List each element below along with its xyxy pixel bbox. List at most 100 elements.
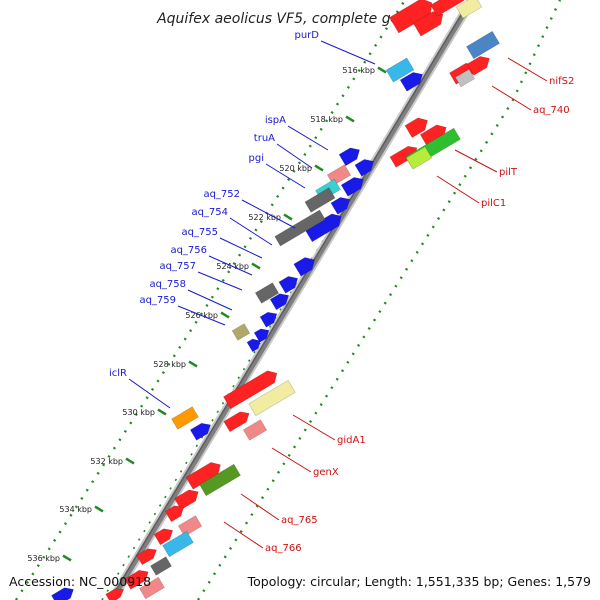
gene-label-ispA: ispA	[265, 115, 286, 126]
gene-feature	[338, 147, 360, 167]
label-connector	[292, 414, 336, 441]
label-connector	[265, 163, 306, 189]
tick-label: 518 kbp	[310, 115, 343, 124]
gene-feature	[340, 177, 364, 197]
gene-feature	[231, 323, 251, 341]
gene-label-aq_759: aq_759	[139, 295, 176, 306]
label-connector	[240, 493, 280, 521]
gene-label-aq_765: aq_765	[281, 515, 318, 526]
gene-label-pilT: pilT	[499, 167, 518, 178]
label-connector	[507, 57, 548, 82]
accession-label: Accession: NC_000918	[9, 574, 152, 589]
label-connector	[287, 125, 329, 151]
gene-feature	[430, 0, 466, 17]
gene-label-aq_766: aq_766	[265, 543, 302, 554]
gene-label-aq_754: aq_754	[191, 207, 228, 218]
gene-label-aq_756: aq_756	[170, 245, 207, 256]
gene-feature	[399, 72, 423, 92]
gene-labels: purDispAtruApgiaq_752aq_754aq_755aq_756a…	[109, 30, 574, 554]
label-connector	[197, 271, 243, 291]
gene-feature	[330, 197, 351, 215]
gene-label-aq_757: aq_757	[159, 261, 196, 272]
major-tick	[94, 505, 104, 513]
gene-feature	[153, 528, 174, 546]
label-connector	[454, 149, 498, 173]
tick-label: 522 kbp	[248, 213, 281, 222]
major-tick	[62, 554, 72, 562]
genome-summary: Topology: circular; Length: 1,551,335 bp…	[247, 574, 591, 589]
gene-feature	[278, 276, 299, 294]
label-connector	[208, 255, 253, 276]
gene-feature	[189, 422, 211, 441]
gene-label-aq_740: aq_740	[533, 105, 570, 116]
gene-label-gidA1: gidA1	[337, 435, 366, 446]
gene-feature	[254, 282, 280, 304]
gene-label-genX: genX	[313, 467, 339, 478]
label-connector	[219, 237, 263, 259]
gene-label-truA: truA	[254, 133, 275, 144]
gene-feature	[293, 257, 315, 277]
gene-feature	[274, 209, 326, 247]
gene-feature	[454, 68, 476, 88]
gene-label-aq_755: aq_755	[181, 227, 218, 238]
label-connector	[491, 85, 532, 111]
tick-label: 530 kbp	[122, 408, 155, 417]
label-connector	[320, 40, 376, 65]
label-connector	[177, 305, 226, 326]
tick-ring-2	[196, 0, 562, 600]
gene-features	[51, 0, 500, 600]
major-tick	[283, 213, 293, 221]
gene-feature	[405, 146, 433, 170]
gene-label-iclR: iclR	[109, 368, 127, 379]
major-tick	[157, 408, 167, 416]
label-connector	[223, 521, 264, 549]
gene-label-aq_752: aq_752	[203, 189, 240, 200]
gene-label-aq_758: aq_758	[149, 279, 186, 290]
gene-feature	[389, 0, 433, 34]
label-connector	[241, 199, 296, 229]
gene-feature	[304, 187, 336, 213]
label-connector	[128, 378, 171, 409]
major-tick	[188, 360, 198, 368]
gene-feature	[466, 56, 490, 76]
gene-feature	[171, 406, 199, 430]
major-tick	[345, 115, 355, 123]
gene-feature	[269, 293, 290, 311]
gene-feature	[150, 556, 172, 576]
gene-feature	[124, 569, 149, 590]
tick-label: 520 kbp	[279, 164, 312, 173]
gene-feature	[162, 530, 194, 558]
gene-feature	[51, 587, 74, 600]
gene-feature	[246, 338, 261, 353]
label-connector	[271, 447, 312, 473]
gene-feature	[199, 463, 241, 497]
gene-feature	[223, 411, 250, 433]
tick-label: 516 kbp	[342, 66, 375, 75]
gene-feature	[223, 370, 278, 410]
label-connector	[229, 217, 273, 246]
gene-feature	[354, 159, 375, 177]
gene-label-nifS2: nifS2	[549, 76, 574, 87]
gene-feature	[412, 11, 444, 37]
gene-feature	[385, 57, 415, 83]
gene-feature	[164, 505, 185, 523]
genome-backbone	[108, 0, 476, 600]
gene-feature	[455, 0, 483, 19]
gene-feature	[177, 515, 203, 537]
gene-feature	[242, 419, 268, 441]
major-tick	[220, 311, 230, 319]
gene-feature	[139, 576, 165, 600]
gene-feature	[466, 30, 500, 60]
label-connector	[436, 175, 480, 204]
tick-label: 532 kbp	[90, 457, 123, 466]
gene-feature	[404, 117, 428, 139]
gene-feature	[248, 379, 296, 417]
label-connectors	[128, 40, 548, 549]
label-connector	[187, 289, 233, 311]
tick-label: 528 kbp	[153, 360, 186, 369]
gene-feature	[105, 588, 125, 600]
label-connector	[276, 143, 313, 169]
tick-label: 534 kbp	[59, 505, 92, 514]
